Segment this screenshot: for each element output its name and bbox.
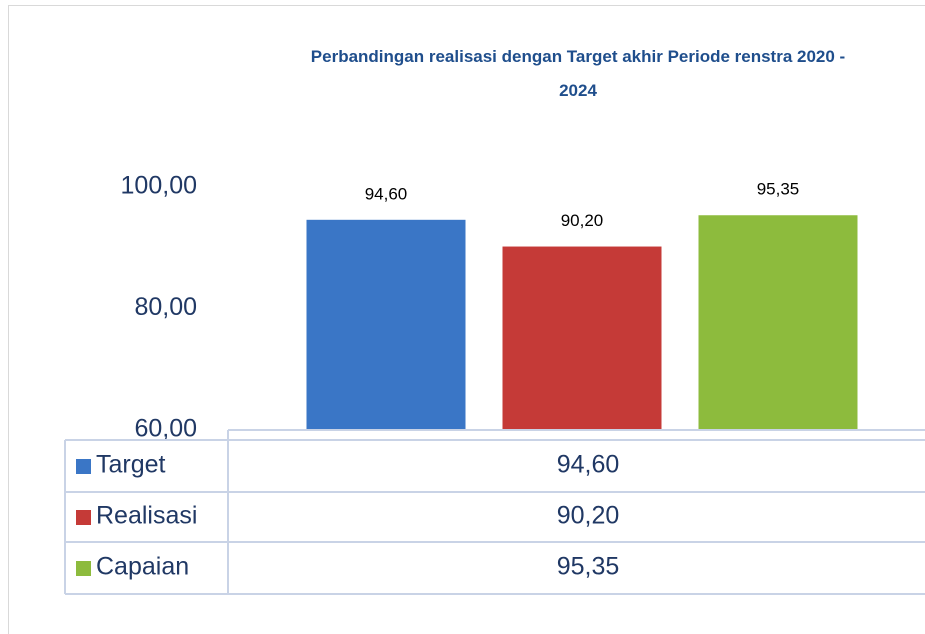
bar (502, 246, 662, 430)
table-value: 90,20 (557, 502, 620, 530)
data-label: 95,35 (757, 180, 800, 199)
table-value: 94,60 (557, 451, 620, 479)
bar (306, 219, 466, 430)
chart-title: Perbandingan realisasi dengan Target akh… (311, 47, 845, 100)
y-tick-label: 100,00 (121, 172, 197, 200)
legend-swatch (76, 459, 91, 474)
table-value: 95,35 (557, 553, 620, 581)
legend-label: Capaian (96, 553, 189, 581)
legend-label: Target (96, 451, 166, 479)
y-tick-label: 80,00 (134, 293, 197, 321)
legend-label: Realisasi (96, 502, 197, 530)
bar (698, 215, 858, 430)
data-label: 90,20 (561, 211, 604, 230)
y-tick-label: 60,00 (134, 415, 197, 443)
data-label: 94,60 (365, 184, 408, 203)
legend-swatch (76, 510, 91, 525)
legend-swatch (76, 561, 91, 576)
